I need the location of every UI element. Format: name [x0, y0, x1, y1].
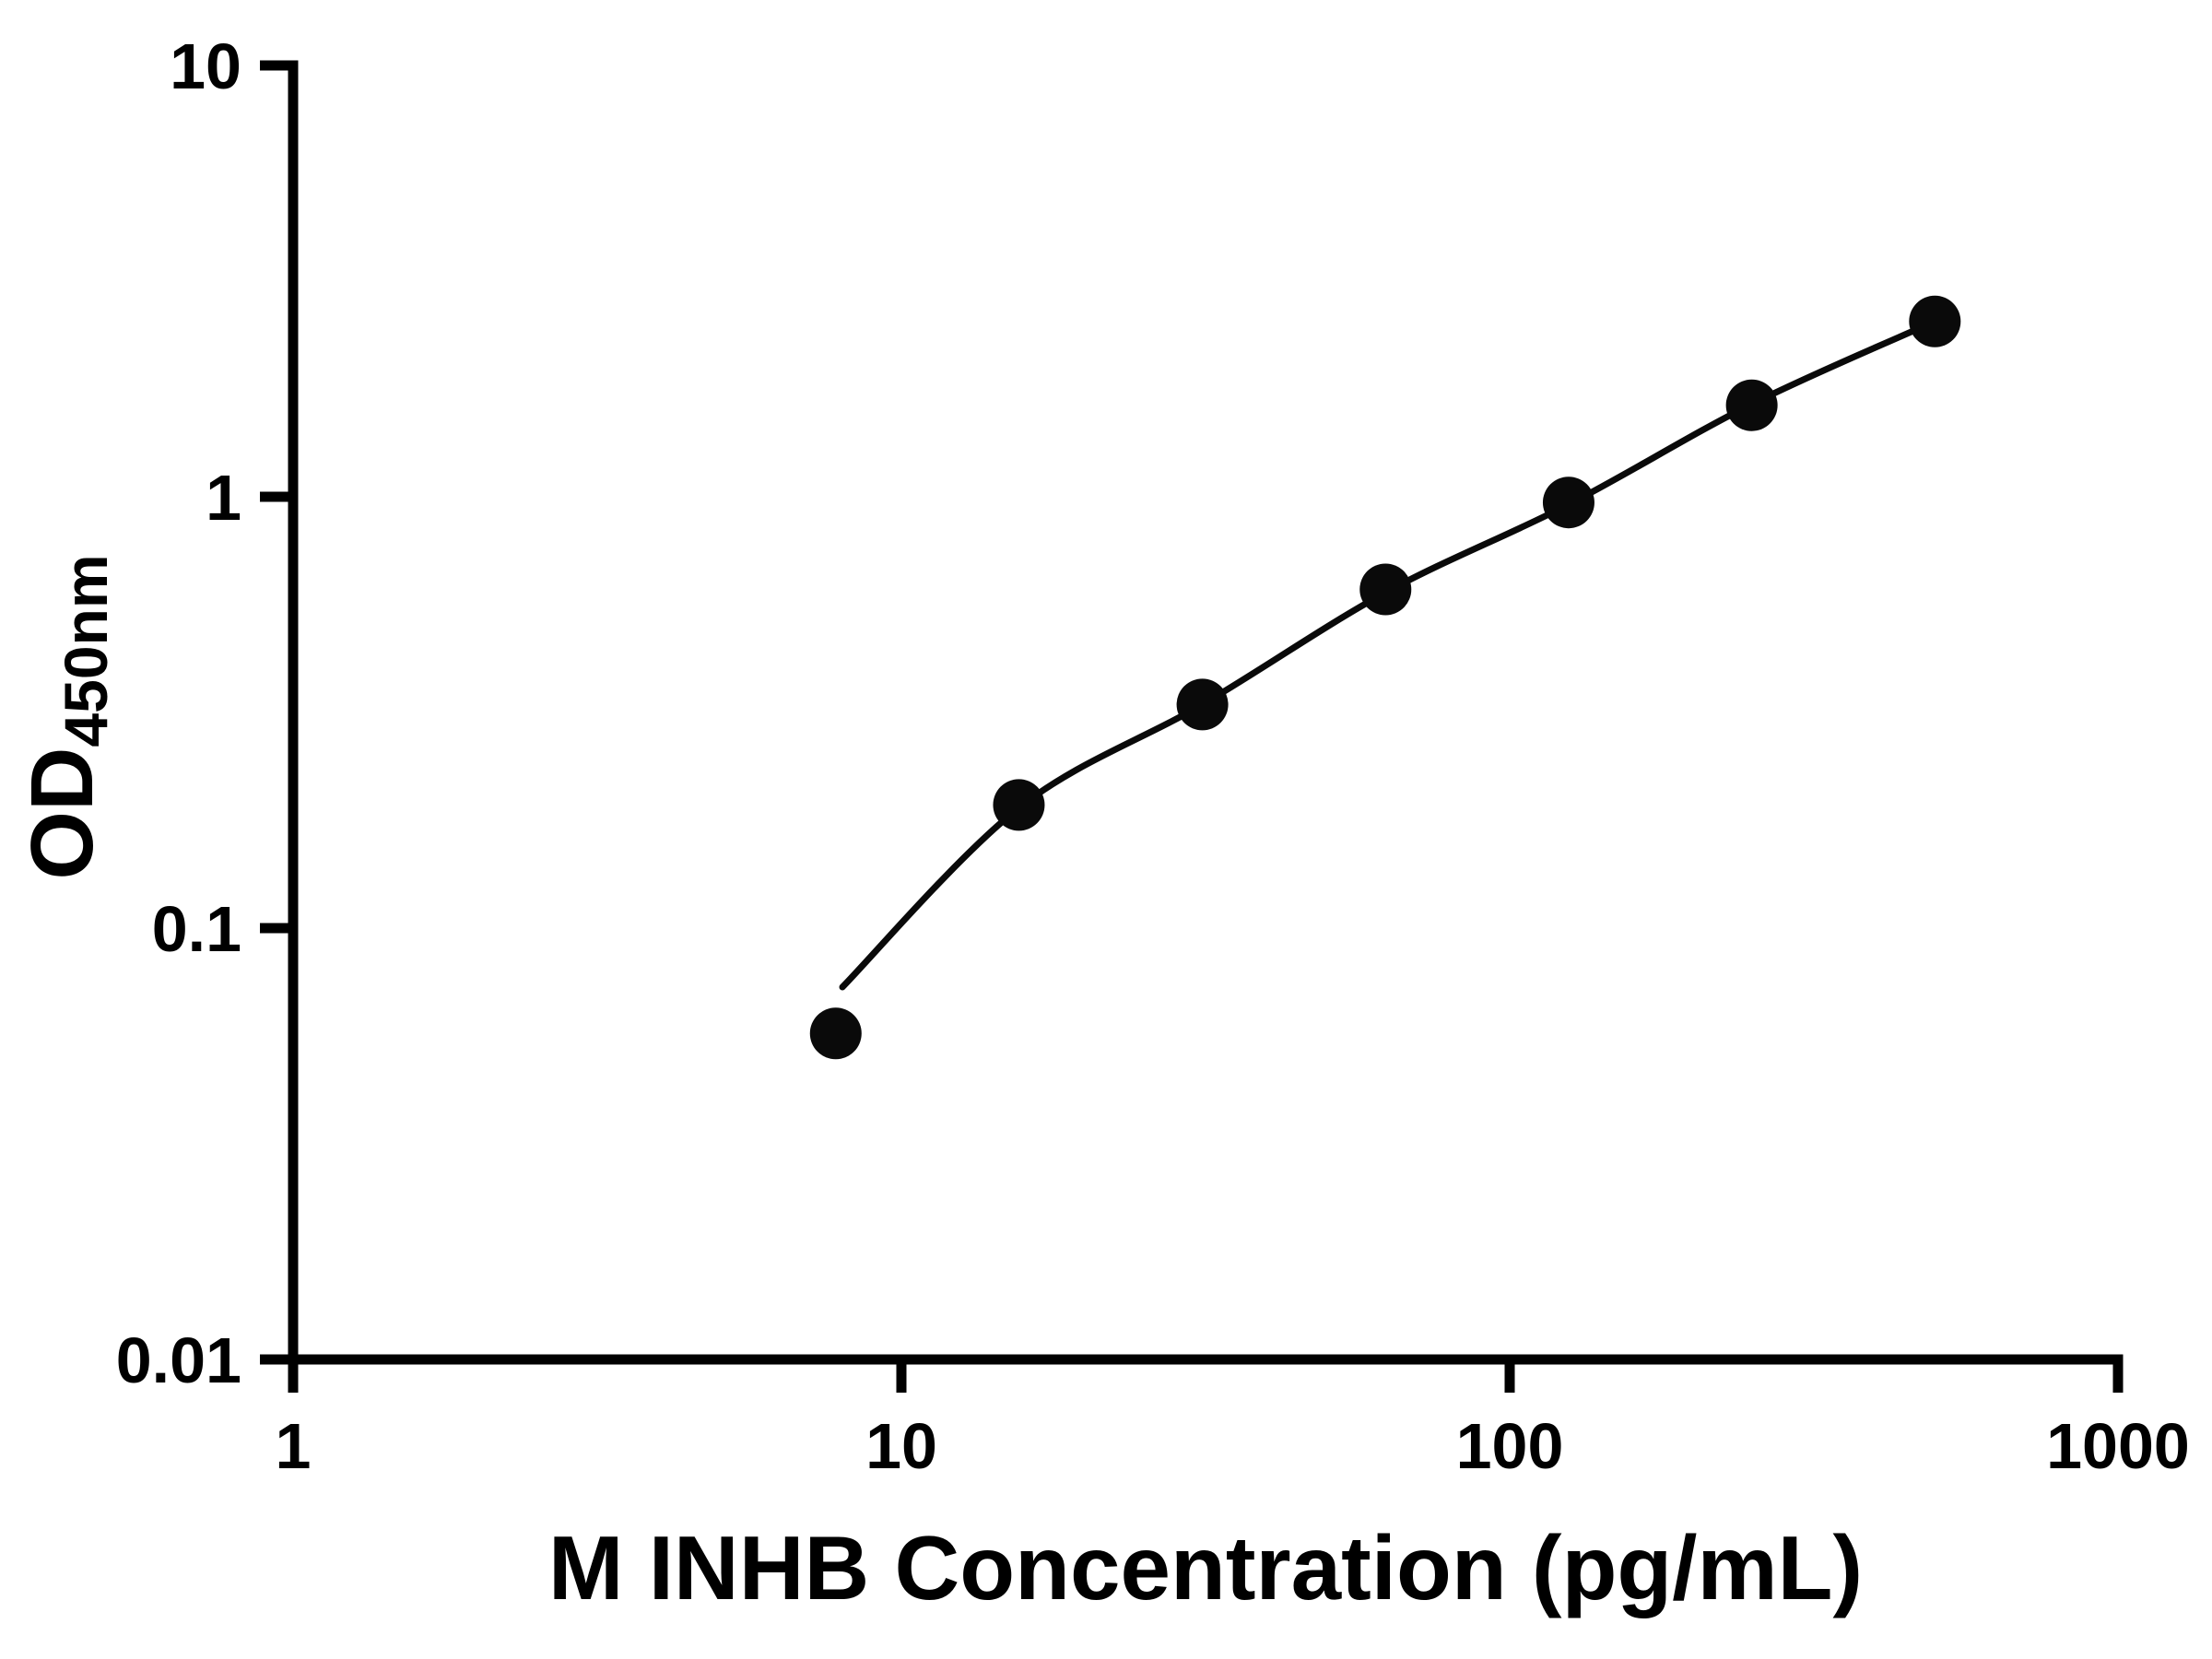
data-point: [1176, 678, 1229, 731]
x-tick-label: 1: [276, 1410, 312, 1482]
y-axis-title: OD450nm: [13, 554, 120, 879]
data-point: [1909, 295, 1961, 347]
x-axis-title: M INHB Concentration (pg/mL): [548, 1517, 1863, 1618]
plot-series: [809, 295, 1961, 1060]
data-point: [1359, 563, 1412, 616]
data-point: [1542, 477, 1594, 529]
data-point: [1725, 379, 1778, 431]
y-tick-label: 10: [170, 30, 241, 102]
y-tick-label: 0.01: [116, 1324, 241, 1396]
y-axis-title-main: OD: [13, 747, 112, 880]
y-axis-title-subscript: 450nm: [52, 554, 120, 747]
y-tick-label: 0.1: [152, 893, 241, 965]
data-point: [993, 779, 1045, 831]
x-tick-label: 1000: [2046, 1410, 2190, 1482]
y-tick-label: 1: [206, 462, 241, 534]
data-point: [809, 1007, 862, 1060]
x-tick-label: 100: [1456, 1410, 1564, 1482]
x-tick-label: 10: [865, 1410, 937, 1482]
axes: 1 10 100 1000 0.01 0.1 1 10: [116, 30, 2190, 1482]
